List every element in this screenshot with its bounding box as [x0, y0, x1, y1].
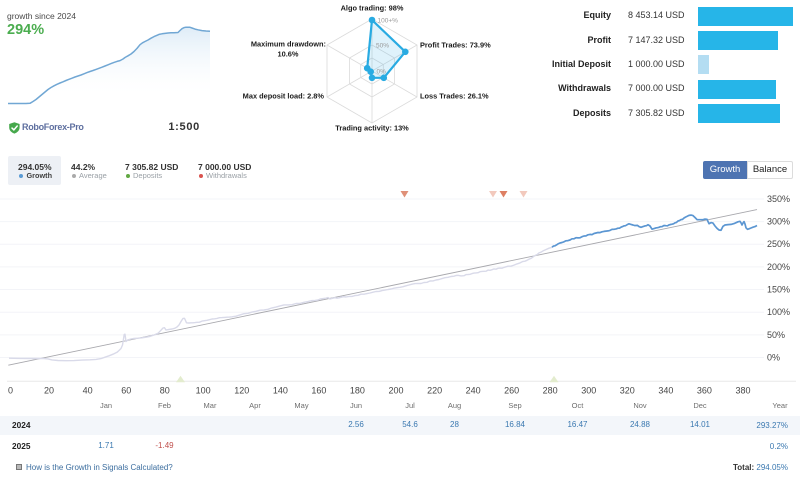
svg-text:Sep: Sep	[508, 401, 521, 410]
svg-text:320: 320	[620, 386, 635, 396]
svg-text:160: 160	[311, 386, 326, 396]
svg-text:Algo trading: 98%: Algo trading: 98%	[341, 4, 404, 13]
svg-text:Apr: Apr	[249, 401, 261, 410]
svg-text:300%: 300%	[767, 217, 790, 227]
svg-text:140: 140	[273, 386, 288, 396]
svg-text:100: 100	[196, 386, 211, 396]
svg-text:0%: 0%	[377, 69, 387, 76]
svg-text:200%: 200%	[767, 262, 790, 272]
svg-text:Mar: Mar	[204, 401, 217, 410]
svg-text:180: 180	[350, 386, 365, 396]
svg-text:Jul: Jul	[405, 401, 415, 410]
svg-text:260: 260	[504, 386, 519, 396]
svg-text:0%: 0%	[767, 353, 780, 363]
svg-text:150%: 150%	[767, 285, 790, 295]
svg-text:Oct: Oct	[572, 401, 585, 410]
svg-text:Feb: Feb	[158, 401, 171, 410]
svg-text:Max deposit load: 2.8%: Max deposit load: 2.8%	[243, 92, 325, 101]
svg-text:Jun: Jun	[350, 401, 362, 410]
svg-text:Loss Trades: 26.1%: Loss Trades: 26.1%	[420, 92, 489, 101]
svg-text:60: 60	[121, 386, 131, 396]
svg-text:20: 20	[44, 386, 54, 396]
svg-text:May: May	[294, 401, 308, 410]
svg-text:Dec: Dec	[693, 401, 707, 410]
svg-text:10.6%: 10.6%	[278, 50, 299, 59]
svg-text:80: 80	[160, 386, 170, 396]
svg-text:120: 120	[234, 386, 249, 396]
svg-text:Trading activity: 13%: Trading activity: 13%	[335, 124, 409, 133]
svg-text:360: 360	[697, 386, 712, 396]
svg-text:Year: Year	[772, 401, 788, 410]
svg-text:Nov: Nov	[633, 401, 647, 410]
svg-text:Aug: Aug	[448, 401, 461, 410]
svg-text:350%: 350%	[767, 194, 790, 204]
svg-text:100%: 100%	[767, 307, 790, 317]
svg-text:0: 0	[8, 386, 13, 396]
svg-text:50%: 50%	[767, 330, 785, 340]
svg-text:Maximum drawdown:: Maximum drawdown:	[251, 40, 326, 49]
svg-text:340: 340	[658, 386, 673, 396]
svg-text:250%: 250%	[767, 239, 790, 249]
svg-text:40: 40	[83, 386, 93, 396]
svg-text:Profit Trades: 73.9%: Profit Trades: 73.9%	[420, 41, 491, 50]
svg-text:100+%: 100+%	[378, 18, 399, 25]
svg-text:200: 200	[388, 386, 403, 396]
svg-text:Jan: Jan	[100, 401, 112, 410]
svg-text:50%: 50%	[376, 43, 389, 50]
svg-text:220: 220	[427, 386, 442, 396]
svg-text:280: 280	[543, 386, 558, 396]
svg-text:240: 240	[466, 386, 481, 396]
svg-text:380: 380	[735, 386, 750, 396]
svg-text:300: 300	[581, 386, 596, 396]
